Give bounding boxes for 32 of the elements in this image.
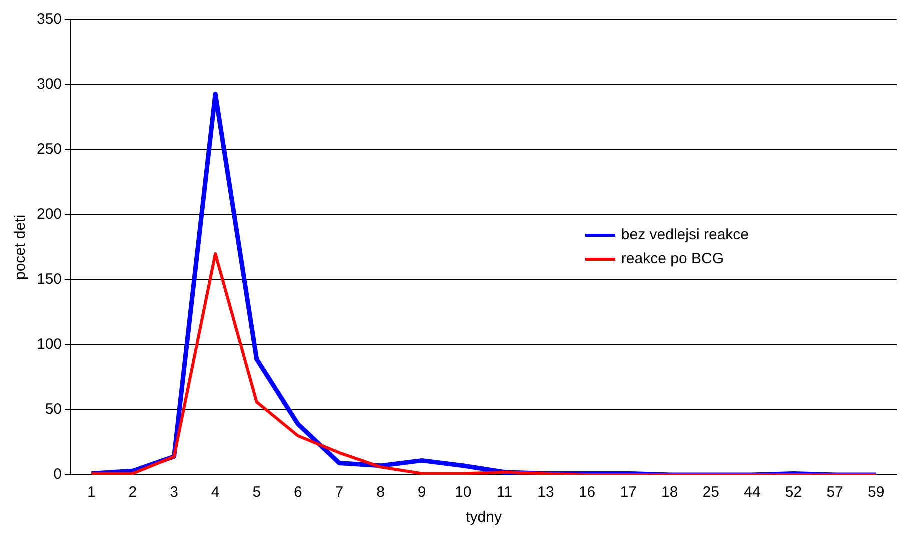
y-tick-label: 200 [36,206,62,224]
y-tick-label: 250 [36,141,62,158]
x-tick-label: 25 [702,484,720,502]
legend-label: bez vedlejsi reakce [621,226,750,244]
x-tick-label: 4 [211,484,220,502]
x-tick-label: 1 [88,484,96,502]
x-tick-label: 13 [538,484,554,502]
x-tick-label: 11 [496,484,512,502]
x-tick-label: 7 [335,484,344,502]
y-tick-label: 350 [36,11,62,28]
x-tick-label: 2 [128,484,138,502]
x-tick-label: 5 [252,484,262,502]
y-tick-label: 50 [45,401,62,418]
x-tick-label: 10 [455,484,472,502]
y-tick-label: 300 [36,76,62,94]
x-tick-label: 17 [620,484,637,502]
x-tick-label: 57 [826,484,844,502]
x-tick-label: 9 [418,484,426,502]
y-tick-label: 100 [36,336,62,354]
x-tick-label: 8 [376,484,385,502]
x-tick-label: 59 [868,484,885,502]
y-tick-label: 0 [54,466,62,484]
x-tick-label: 16 [578,484,596,502]
y-axis-title: pocet deti [12,214,30,280]
x-axis-title: tydny [466,509,502,526]
x-tick-label: 44 [744,484,761,502]
x-tick-label: 3 [170,484,178,502]
x-tick-label: 6 [294,484,302,502]
legend-label: reakce po BCG [621,250,724,268]
y-tick-label: 150 [36,271,62,288]
x-tick-label: 18 [662,484,678,502]
x-tick-label: 52 [785,484,802,502]
